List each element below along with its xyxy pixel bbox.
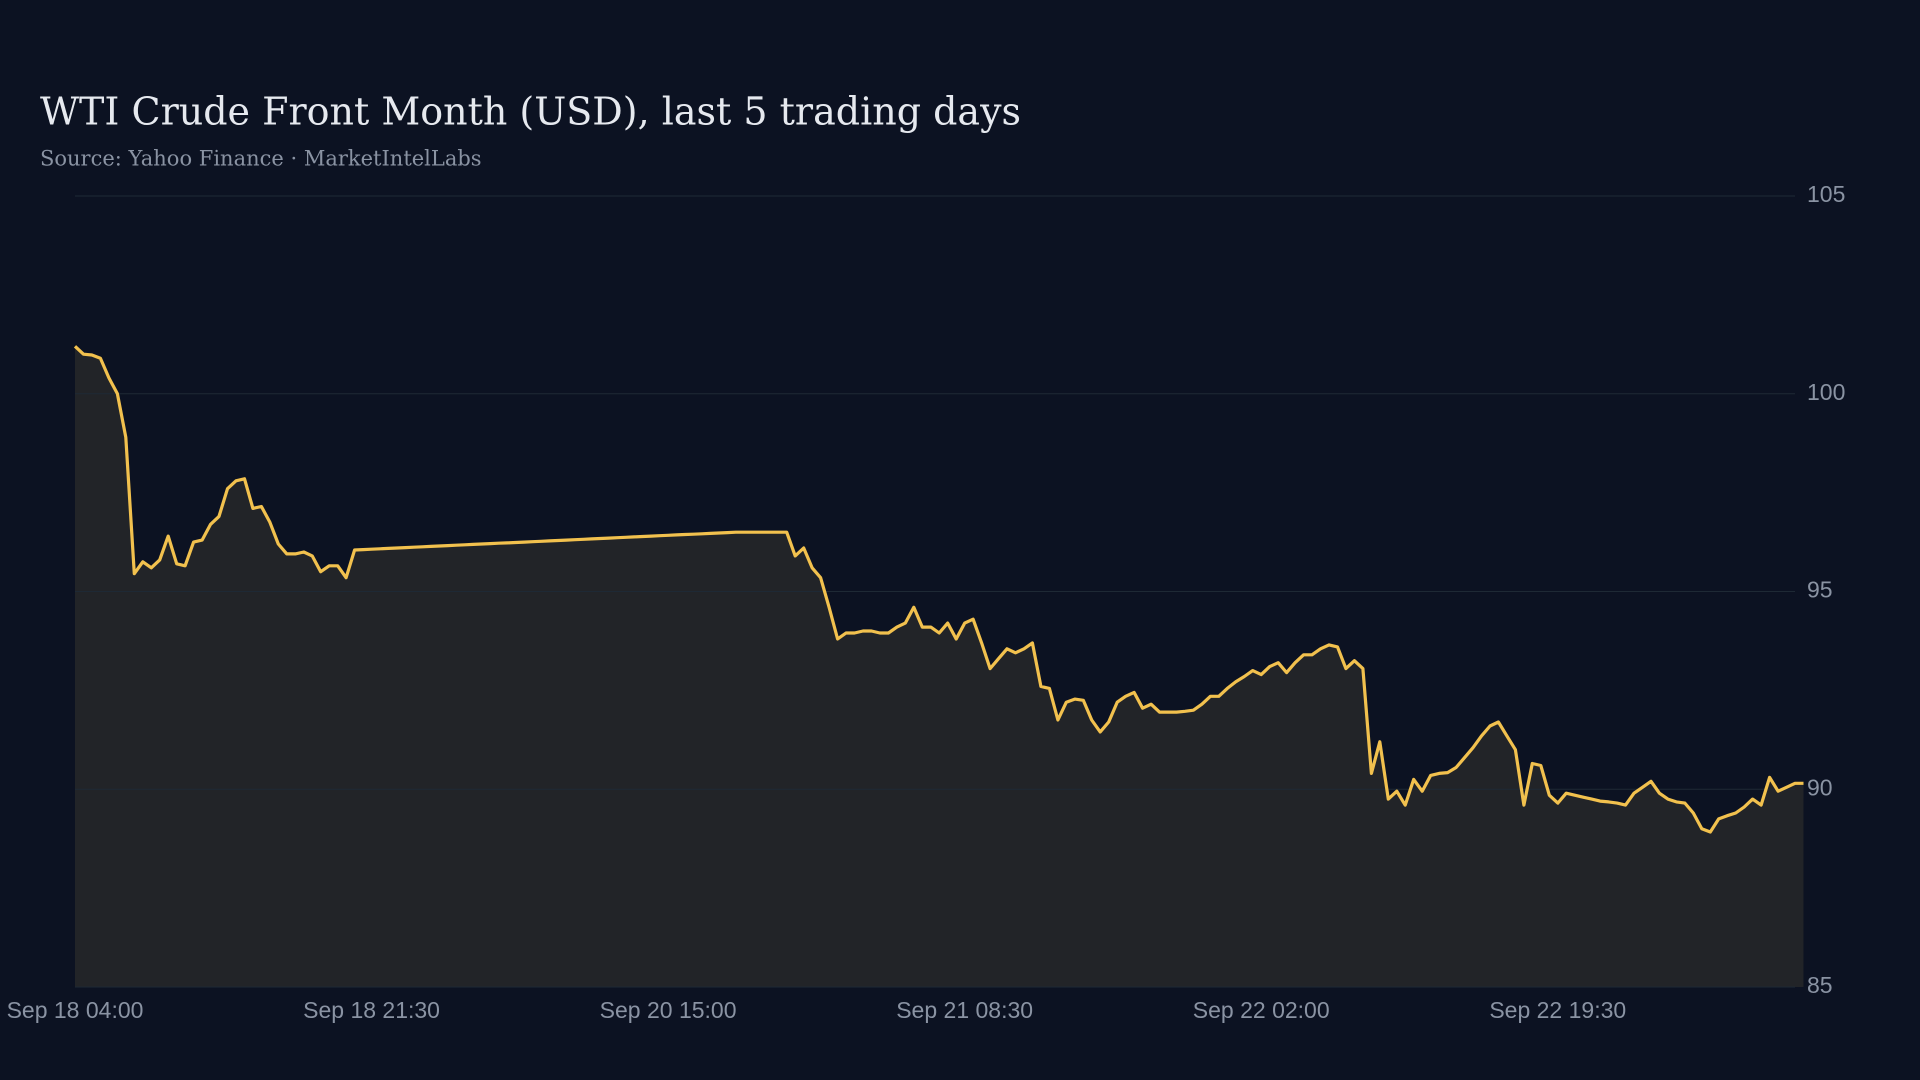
x-tick-label: Sep 20 15:00 — [600, 997, 737, 1023]
chart-subtitle: Source: Yahoo Finance · MarketIntelLabs — [40, 147, 482, 171]
x-tick-label: Sep 22 02:00 — [1193, 997, 1330, 1023]
x-tick-label: Sep 18 04:00 — [7, 997, 144, 1023]
y-tick-label: 95 — [1807, 577, 1833, 603]
y-tick-label: 100 — [1807, 379, 1845, 405]
x-tick-label: Sep 22 19:30 — [1489, 997, 1626, 1023]
y-tick-label: 90 — [1807, 774, 1833, 800]
chart-title: WTI Crude Front Month (USD), last 5 trad… — [40, 90, 1021, 134]
line — [73, 345, 1804, 834]
x-tick-label: Sep 18 21:30 — [303, 997, 440, 1023]
y-tick-label: 105 — [1807, 181, 1845, 207]
area — [75, 346, 1804, 987]
x-tick-label: Sep 21 08:30 — [896, 997, 1033, 1023]
y-tick-label: 85 — [1807, 972, 1833, 998]
